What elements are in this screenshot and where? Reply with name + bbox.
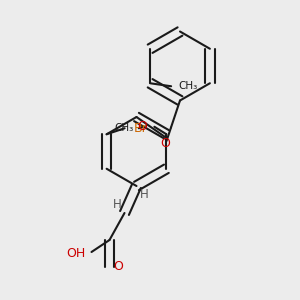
- Text: CH₃: CH₃: [178, 81, 198, 91]
- Text: CH₃: CH₃: [114, 123, 134, 133]
- Text: Br: Br: [134, 122, 147, 135]
- Text: O: O: [137, 120, 147, 133]
- Text: H: H: [112, 197, 122, 211]
- Text: OH: OH: [66, 247, 85, 260]
- Text: O: O: [160, 137, 170, 150]
- Text: H: H: [140, 188, 148, 202]
- Text: O: O: [113, 260, 123, 274]
